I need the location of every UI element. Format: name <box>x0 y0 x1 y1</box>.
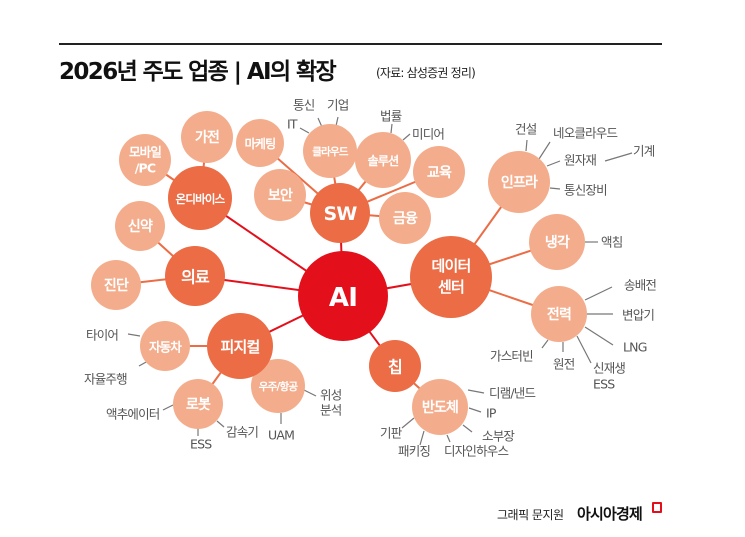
node-physical[interactable] <box>207 313 273 379</box>
leaf-lines <box>127 116 633 446</box>
leaf-ip: IP <box>486 406 497 421</box>
node-datacenter[interactable] <box>410 236 492 318</box>
solution-label: 솔루션 <box>368 153 399 168</box>
datacenter-label-line2: 센터 <box>438 278 464 296</box>
car-label: 자동차 <box>149 340 182 355</box>
node-mobile-pc[interactable] <box>119 134 171 186</box>
leaf-immersion: 액침 <box>601 235 622 250</box>
title-top-rule <box>59 43 662 45</box>
medical-label: 의료 <box>181 268 210 287</box>
marketing-label: 마케팅 <box>245 136 276 151</box>
aerospace-label: 우주/항공 <box>259 380 299 393</box>
node-robot[interactable] <box>173 379 223 429</box>
mobile-label-line1: 모바일 <box>129 145 161 160</box>
node-infra[interactable] <box>488 151 550 213</box>
leaf-gas-turbine: 가스터빈 <box>490 349 533 364</box>
appliance-label: 가전 <box>195 129 219 146</box>
node-solution[interactable] <box>355 132 411 188</box>
leaf-autonomous-driving: 자율주행 <box>84 372 127 387</box>
node-ai-core[interactable] <box>298 251 388 341</box>
leaf-actuator: 액추에이터 <box>106 407 160 422</box>
node-finance[interactable] <box>379 192 431 244</box>
node-aerospace[interactable] <box>251 359 305 413</box>
leaf-dram-nand: 디램/낸드 <box>489 386 536 401</box>
publisher-brand: 아시아경제 <box>577 505 643 523</box>
leaf-it: IT <box>287 117 298 132</box>
leaf-satellite: 위성 <box>320 388 341 403</box>
node-cloud[interactable] <box>303 124 357 178</box>
sw-label: SW <box>323 203 357 225</box>
newdrug-label: 신약 <box>128 218 153 235</box>
power-label: 전력 <box>547 306 571 323</box>
leaf-substrate: 기판 <box>380 426 403 441</box>
leaf-reducer: 감속기 <box>226 425 258 440</box>
node-cooling[interactable] <box>529 214 585 270</box>
leaf-neocloud: 네오클라우드 <box>553 126 618 141</box>
node-education[interactable] <box>413 146 465 198</box>
node-newdrug[interactable] <box>115 201 165 251</box>
leaf-telecom: 통신 <box>293 98 315 113</box>
leaf-enterprise: 기업 <box>327 98 348 113</box>
physical-label: 피지컬 <box>220 338 259 356</box>
node-car[interactable] <box>140 321 190 371</box>
node-diagnosis[interactable] <box>91 260 141 310</box>
leaf-media: 미디어 <box>412 127 444 142</box>
chip-label: 칩 <box>388 358 402 377</box>
node-chip[interactable] <box>369 340 421 392</box>
leaf-telecom-equipment: 통신장비 <box>564 183 607 198</box>
leaf-raw-material: 원자재 <box>564 153 596 168</box>
leaf-robot-ess: ESS <box>190 437 212 452</box>
cooling-label: 냉각 <box>545 234 570 251</box>
leaf-nuclear: 원전 <box>553 357 575 372</box>
leaf-transmission: 송배전 <box>624 278 656 293</box>
finance-label: 금융 <box>393 211 418 227</box>
node-sw[interactable] <box>310 183 370 243</box>
robot-label: 로봇 <box>186 397 211 413</box>
leaf-materials-parts: 소부장 <box>482 429 515 444</box>
node-power[interactable] <box>531 286 587 342</box>
leaf-machinery: 기계 <box>633 144 655 159</box>
node-medical[interactable] <box>165 246 225 306</box>
secondary-circles <box>91 111 587 435</box>
leaf-lng: LNG <box>623 340 647 355</box>
node-marketing[interactable] <box>236 119 284 167</box>
node-semiconductor[interactable] <box>412 379 468 435</box>
node-ondevice[interactable] <box>168 166 232 230</box>
mobile-label-line2: /PC <box>135 161 156 176</box>
education-label: 교육 <box>427 165 452 181</box>
node-appliance[interactable] <box>181 111 233 163</box>
leaf-analysis: 분석 <box>320 403 341 418</box>
leaf-legal: 법률 <box>380 109 402 124</box>
leaf-packaging: 패키징 <box>398 444 430 459</box>
leaf-power-ess: ESS <box>593 377 615 392</box>
datacenter-label-line1: 데이터 <box>431 257 470 275</box>
cloud-label: 클라우드 <box>312 145 349 158</box>
leaf-tire: 타이어 <box>86 328 118 343</box>
source-note: (자료: 삼성증권 정리) <box>376 66 476 80</box>
leaf-transformer: 변압기 <box>622 308 654 323</box>
ai-label: AI <box>329 283 357 313</box>
graphic-credit: 그래픽 문지원 <box>497 508 564 522</box>
leaf-labels: IT 통신 기업 법률 미디어 건설 네오클라우드 원자재 기계 통신장비 액침… <box>84 98 657 459</box>
primary-circles <box>165 166 492 392</box>
security-label: 보안 <box>268 187 293 204</box>
brand-logo-icon <box>652 502 662 513</box>
infra-label: 인프라 <box>501 174 538 191</box>
leaf-design-house: 디자인하우스 <box>444 444 509 459</box>
leaf-uam: UAM <box>268 428 294 443</box>
leaf-construction: 건설 <box>515 122 537 137</box>
leaf-renewable: 신재생 <box>593 361 625 376</box>
semiconductor-label: 반도체 <box>422 399 458 416</box>
page-title: 2026년 주도 업종 | AI의 확장 <box>59 59 337 85</box>
node-security[interactable] <box>254 169 306 221</box>
diagnosis-label: 진단 <box>104 277 129 294</box>
ondevice-label: 온디바이스 <box>176 192 226 206</box>
